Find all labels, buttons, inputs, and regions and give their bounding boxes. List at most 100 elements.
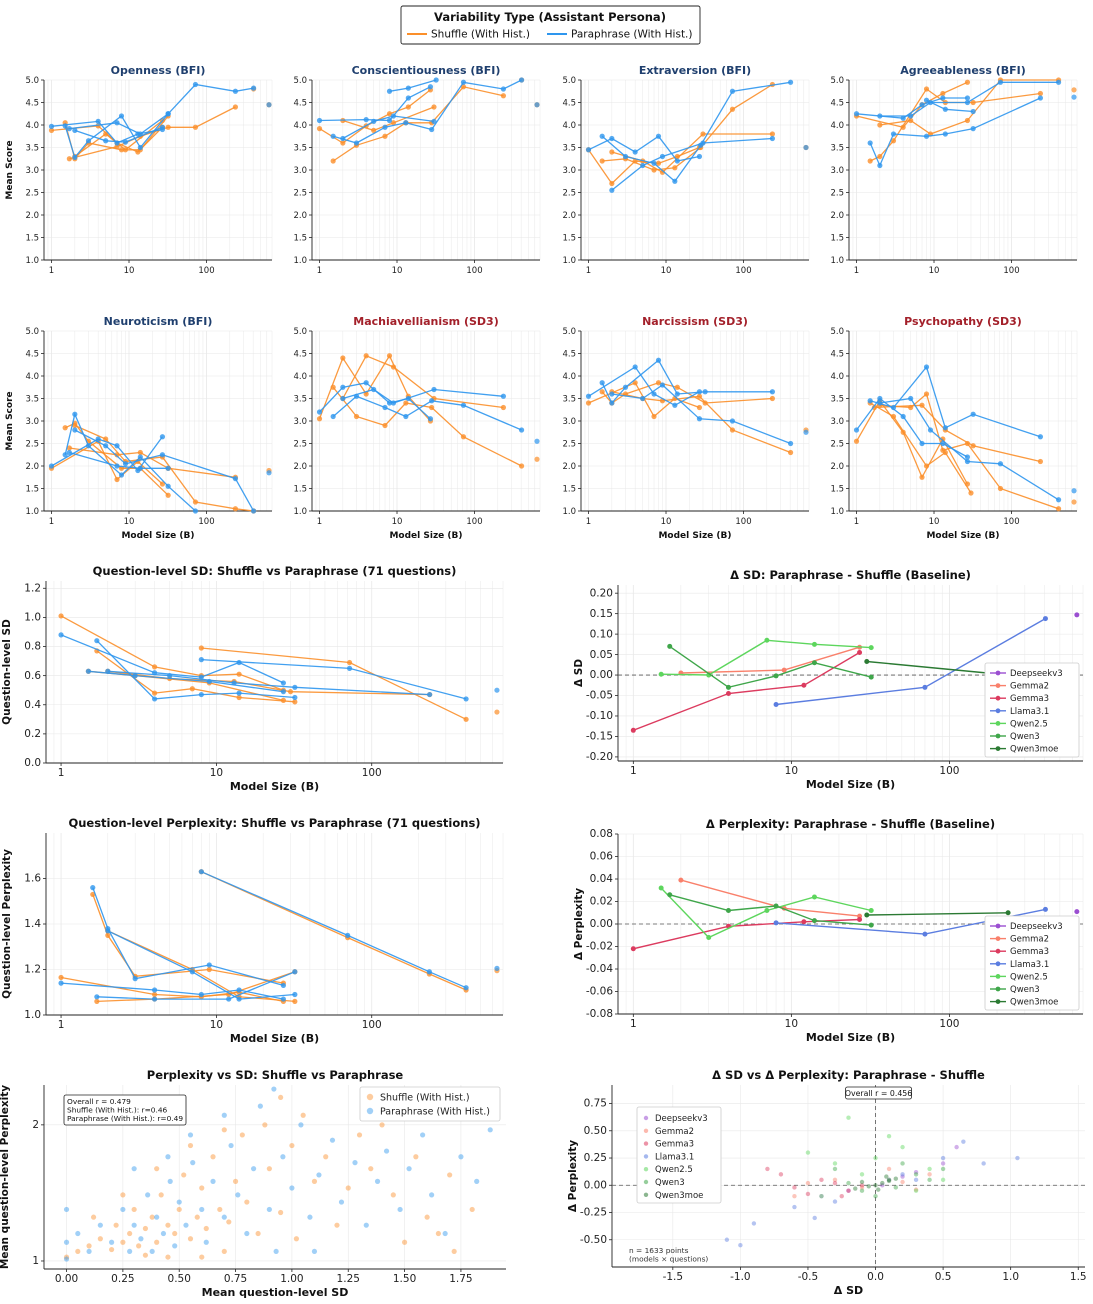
ppl_vs_sd-xtick-label: 1.75 xyxy=(449,1273,472,1285)
delta_sd-point xyxy=(857,650,863,656)
sd_compare-series-line xyxy=(96,640,295,700)
conscientiousness-xtick-label: 1 xyxy=(317,266,322,276)
psychopathy-point xyxy=(1055,506,1062,512)
dsd_vs_dppl-point xyxy=(778,1172,784,1177)
machiavellianism-point xyxy=(340,355,346,361)
ppl_vs_sd-point xyxy=(190,1160,196,1166)
openness-xtick-label: 100 xyxy=(198,266,214,276)
machiavellianism-point xyxy=(518,427,525,433)
delta_ppl-point xyxy=(773,903,779,909)
narcissism-point xyxy=(769,389,776,395)
delta_ppl-point xyxy=(811,918,817,924)
machiavellianism-series-line xyxy=(332,386,522,467)
ppl_vs_sd-point xyxy=(187,1142,194,1149)
ppl_vs_sd-point xyxy=(289,1185,295,1191)
sd_compare-point xyxy=(151,664,158,670)
conscientiousness-point xyxy=(386,88,393,94)
ppl_vs_sd-point xyxy=(154,1239,160,1245)
delta_sd-point xyxy=(764,637,770,643)
sd_compare-ytick-label: 0.8 xyxy=(24,641,41,653)
psychopathy-point xyxy=(871,404,877,411)
conscientiousness-series-line xyxy=(333,79,522,144)
openness-point xyxy=(48,123,55,129)
sd_compare-point xyxy=(198,691,204,698)
neuroticism-point xyxy=(165,483,171,489)
ppl_vs_sd-point xyxy=(86,1248,92,1255)
neuroticism-xtick-label: 100 xyxy=(198,517,214,527)
extraversion-point xyxy=(769,131,776,137)
agreeableness-ytick-label: 3.0 xyxy=(830,166,844,176)
psychopathy-point xyxy=(923,391,930,397)
delta_ppl-series-line xyxy=(680,879,860,917)
ppl_compare-point xyxy=(94,994,100,1000)
chart-psychopathy: 1.0 1.5 2.0 2.5 3.0 3.5 4.0 4.5 5.0 1 10 100 Psychop… xyxy=(830,315,1078,541)
machiavellianism-series-line xyxy=(318,354,431,422)
extraversion-point xyxy=(655,133,662,139)
delta_ppl-ytick-label: -0.08 xyxy=(586,1008,613,1020)
narcissism-ytick-label: 1.5 xyxy=(562,485,576,495)
narcissism-xtick-label: 1 xyxy=(586,517,591,527)
psychopathy-iso-point xyxy=(1071,488,1077,494)
extraversion-xtick-label: 10 xyxy=(661,266,672,276)
ppl_compare-point xyxy=(151,991,158,998)
psychopathy-grid xyxy=(848,330,1078,512)
narcissism-ytick-label: 1.0 xyxy=(562,507,576,517)
openness-ytick-label: 1.0 xyxy=(25,256,39,266)
extraversion-ytick-label: 2.0 xyxy=(562,211,576,221)
ppl_vs_sd-xtick-label: 1.50 xyxy=(393,1273,416,1285)
dsd_vs_dppl-legend-label: Qwen3moe xyxy=(655,1191,703,1201)
openness-point xyxy=(159,124,166,130)
delta_ppl-legend-marker xyxy=(995,961,1001,967)
ppl_vs_sd-legend-frame xyxy=(359,1086,501,1122)
neuroticism-point xyxy=(192,499,199,505)
psychopathy-point xyxy=(940,436,946,442)
extraversion-point xyxy=(700,140,706,146)
ppl_vs_sd-point xyxy=(374,1178,381,1184)
narcissism-point xyxy=(674,384,680,390)
ppl_vs_sd-point xyxy=(397,1206,403,1213)
dsd_vs_dppl-point xyxy=(1015,1155,1020,1161)
ppl_compare-point xyxy=(236,987,242,993)
delta_ppl-ytick-label: 0.06 xyxy=(590,851,614,863)
openness-point xyxy=(114,144,120,150)
conscientiousness-point xyxy=(403,120,409,126)
machiavellianism-point xyxy=(403,413,409,420)
ppl_compare-point xyxy=(90,885,96,891)
dsd_vs_dppl-title: Δ SD vs Δ Perplexity: Paraphrase - Shuff… xyxy=(712,1068,985,1082)
ppl_vs_sd-point xyxy=(183,1222,189,1228)
psychopathy-series-line xyxy=(870,365,1041,438)
openness-point xyxy=(48,127,55,133)
delta_sd-point xyxy=(1074,612,1080,618)
openness-ytick-label: 5.0 xyxy=(25,76,39,86)
dsd_vs_dppl-ytick-label: 0.50 xyxy=(584,1125,607,1137)
psychopathy-point xyxy=(890,413,897,420)
ppl_vs_sd-point xyxy=(293,1236,300,1242)
dsd_vs_dppl-grid xyxy=(612,1085,1085,1267)
ppl_vs_sd-title: Perplexity vs SD: Shuffle vs Paraphrase xyxy=(147,1068,404,1082)
chart-agreeableness: 1.0 1.5 2.0 2.5 3.0 3.5 4.0 4.5 5.0 1 10 100 Agreeab… xyxy=(830,64,1078,276)
agreeableness-point xyxy=(1037,90,1044,97)
narcissism-point xyxy=(609,391,615,397)
neuroticism-xlabel: Model Size (B) xyxy=(121,531,194,541)
dsd_vs_dppl-ytick-label: -0.50 xyxy=(580,1234,607,1246)
delta_sd-ytick-label: 0.15 xyxy=(590,608,613,620)
neuroticism-point xyxy=(165,492,171,498)
conscientiousness-point xyxy=(316,126,323,132)
top-legend-title: Variability Type (Assistant Persona) xyxy=(434,10,666,24)
ppl_vs_sd-point xyxy=(154,1214,160,1220)
machiavellianism-point xyxy=(316,416,323,422)
machiavellianism-point xyxy=(390,364,397,370)
agreeableness-ytick-label: 1.5 xyxy=(830,234,844,244)
extraversion-point xyxy=(585,147,592,153)
dsd_vs_dppl-ytick-label: 0.00 xyxy=(584,1179,607,1191)
ppl_vs_sd-point xyxy=(131,1206,137,1213)
ppl_compare-point xyxy=(236,996,242,1002)
narcissism-point xyxy=(651,391,657,397)
neuroticism-point xyxy=(103,443,109,449)
dsd_vs_dppl-point xyxy=(738,1243,743,1248)
agreeableness-point xyxy=(877,162,883,169)
agreeableness-ytick-label: 3.5 xyxy=(830,144,844,154)
sd_compare-ytick-label: 0.0 xyxy=(24,757,41,769)
openness-iso-point xyxy=(266,102,272,108)
machiavellianism-point xyxy=(429,398,435,404)
